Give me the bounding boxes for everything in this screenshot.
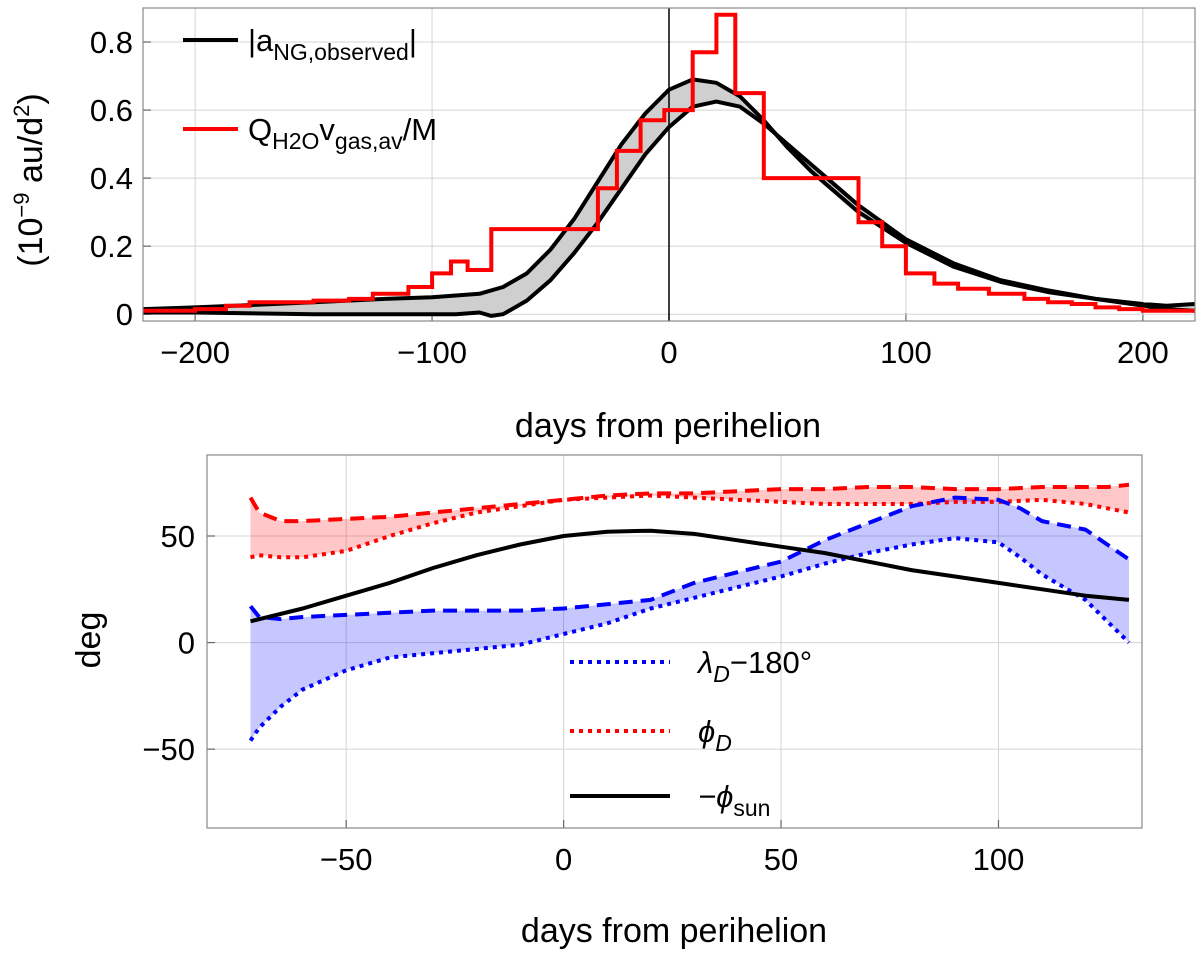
legend-label-phi-d: ϕD (698, 714, 732, 756)
bottom-plot-frame (206, 454, 1143, 829)
top-y-tick-label: 0.2 (90, 229, 133, 264)
top-x-tick-label: 100 (880, 335, 932, 370)
bottom-lines (248, 482, 1131, 742)
bottom-legend: λD−180° ϕD −ϕsun (570, 645, 812, 821)
bottom-x-tick-label: 0 (555, 842, 572, 877)
bottom-x-tick-label: 100 (973, 842, 1025, 877)
top-x-axis-label: days from perihelion (515, 407, 821, 445)
legend-label-a-ng: |aNG,observed| (248, 23, 417, 65)
histogram-q-h2o (143, 12, 1195, 313)
bottom-panel: −50 0 50 100 −50 0 50 deg days from perihelion… (70, 454, 1143, 950)
top-tick-labels: −200 −100 0 100 200 0 0.2 0.4 0.6 0.8 (90, 25, 1169, 370)
top-x-tick-label: −200 (160, 335, 230, 370)
legend-label-phi-sun: −ϕsun (698, 779, 770, 821)
series-ang-observed-lower (143, 99, 1196, 318)
top-panel: −200 −100 0 100 200 0 0.2 0.4 0.6 0.8 (10−9 au/d2… (9, 7, 1196, 445)
bottom-x-axis-label: days from perihelion (521, 912, 827, 950)
legend-label-lambda-d: λD−180° (696, 645, 812, 687)
top-legend: |aNG,observed| QH2Ovgas,av/M (183, 23, 437, 154)
top-x-tick-label: −100 (397, 335, 467, 370)
bottom-x-tick-label: 50 (764, 842, 798, 877)
series-phi-sun (250, 528, 1130, 624)
top-lines (142, 8, 1196, 321)
top-y-tick-label: 0.8 (90, 25, 133, 60)
top-x-tick-label: 0 (660, 335, 677, 370)
bottom-y-tick-label: 50 (161, 519, 195, 554)
bottom-x-tick-label: −50 (320, 842, 373, 877)
bottom-tick-labels: −50 0 50 100 −50 0 50 (142, 519, 1024, 877)
top-y-axis-label: (10−9 au/d2) (9, 93, 50, 266)
bottom-y-tick-label: −50 (142, 732, 195, 767)
series-lambda-d-lower-dotted (248, 536, 1131, 742)
top-y-tick-label: 0 (116, 297, 133, 332)
top-y-tick-label: 0.4 (90, 161, 133, 196)
top-y-tick-label: 0.6 (90, 93, 133, 128)
top-plot-frame (142, 7, 1196, 322)
series-lambda-d-upper-dashed (248, 495, 1131, 622)
legend-label-q-h2o: QH2Ovgas,av/M (248, 112, 437, 154)
bottom-y-axis-label: deg (70, 612, 108, 669)
top-x-tick-label: 200 (1117, 335, 1169, 370)
series-phi-d-upper-dashed (248, 482, 1130, 524)
bottom-y-tick-label: 0 (178, 626, 195, 661)
bottom-grid (207, 455, 1142, 828)
